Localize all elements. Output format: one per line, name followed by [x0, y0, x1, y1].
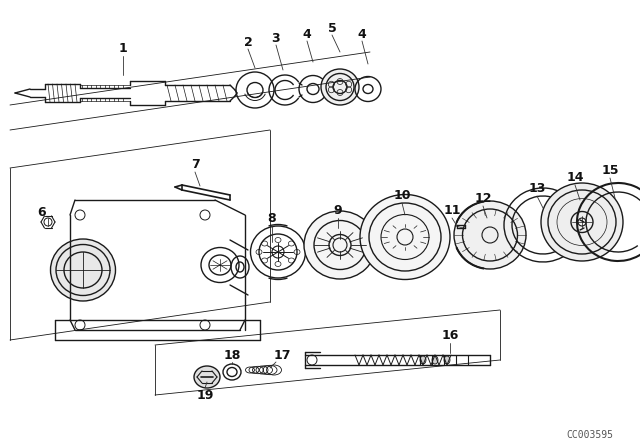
Text: 18: 18: [223, 349, 241, 362]
Text: 10: 10: [393, 189, 411, 202]
Ellipse shape: [321, 69, 359, 105]
Text: 8: 8: [268, 211, 276, 224]
Text: 11: 11: [444, 203, 461, 216]
Text: 5: 5: [328, 22, 337, 34]
Text: 1: 1: [118, 42, 127, 55]
Text: 6: 6: [38, 206, 46, 219]
Text: 15: 15: [601, 164, 619, 177]
Ellipse shape: [444, 356, 450, 364]
Text: 19: 19: [196, 388, 214, 401]
Text: 4: 4: [358, 27, 366, 40]
Text: CC003595: CC003595: [566, 430, 614, 440]
Text: 13: 13: [528, 181, 546, 194]
Ellipse shape: [304, 211, 376, 279]
Ellipse shape: [454, 201, 526, 269]
Text: 9: 9: [333, 203, 342, 216]
Text: 2: 2: [244, 35, 252, 48]
Text: 14: 14: [566, 171, 584, 184]
Ellipse shape: [420, 356, 426, 364]
Ellipse shape: [432, 356, 438, 364]
Ellipse shape: [541, 183, 623, 261]
Text: 3: 3: [272, 31, 280, 44]
Ellipse shape: [360, 194, 450, 280]
Ellipse shape: [51, 239, 115, 301]
Text: 12: 12: [474, 191, 492, 204]
Text: 16: 16: [442, 328, 459, 341]
Ellipse shape: [194, 366, 220, 388]
Text: 7: 7: [191, 158, 200, 171]
Text: 17: 17: [273, 349, 291, 362]
Text: 4: 4: [303, 27, 312, 40]
